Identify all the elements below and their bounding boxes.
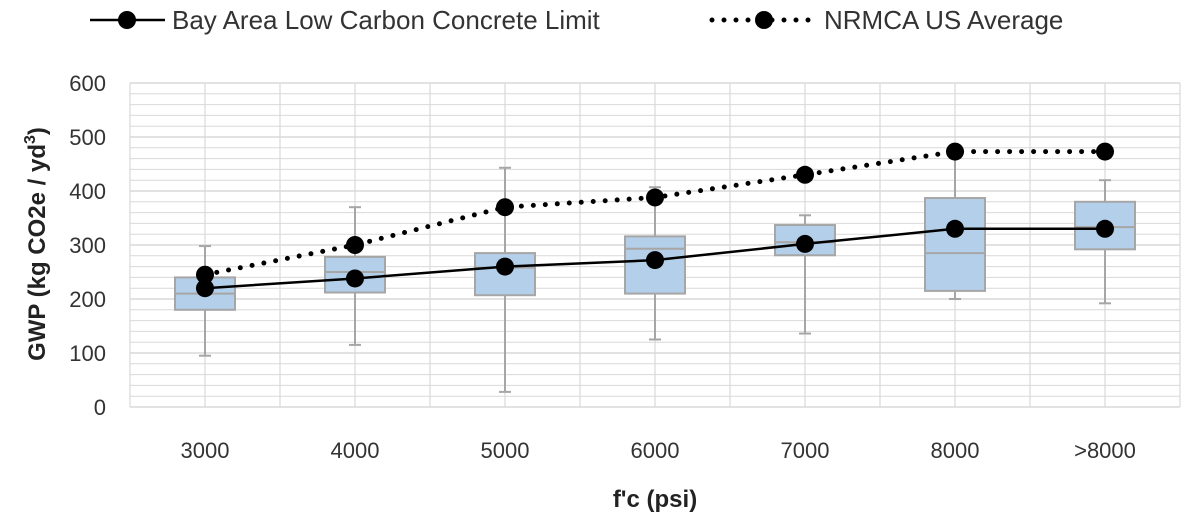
series-1-point-8000 xyxy=(946,142,964,161)
legend-label-bay-area: Bay Area Low Carbon Concrete Limit xyxy=(172,5,601,35)
series-0-point->8000 xyxy=(1096,219,1114,238)
series-0-point-6000 xyxy=(646,251,664,270)
x-tick-label: 6000 xyxy=(631,438,680,463)
x-axis-ticks: 3000 4000 5000 6000 7000 8000 >8000 xyxy=(181,438,1136,463)
box-7000 xyxy=(774,214,836,335)
series-1-point->8000 xyxy=(1096,142,1114,161)
x-axis-title: f'c (psi) xyxy=(613,486,697,513)
series-0-point-7000 xyxy=(796,234,814,253)
x-tick-label: 5000 xyxy=(481,438,530,463)
x-tick-label: 4000 xyxy=(331,438,380,463)
y-tick-label: 200 xyxy=(69,287,106,312)
box-iqr xyxy=(924,197,986,292)
series-0-point-4000 xyxy=(346,269,364,288)
x-tick-label: 8000 xyxy=(931,438,980,463)
x-tick-label: >8000 xyxy=(1074,438,1136,463)
y-tick-label: 600 xyxy=(69,71,106,96)
y-tick-label: 400 xyxy=(69,179,106,204)
y-tick-label: 0 xyxy=(94,395,106,420)
series-1-point-6000 xyxy=(646,188,664,207)
series-0-point-8000 xyxy=(946,219,964,238)
series-lines xyxy=(196,142,1114,298)
y-axis-ticks: 0 100 200 300 400 500 600 xyxy=(69,71,106,420)
legend-solid-marker xyxy=(118,11,136,29)
series-1-point-5000 xyxy=(496,198,514,217)
x-tick-label: 7000 xyxy=(781,438,830,463)
box-3000 xyxy=(174,245,236,357)
y-tick-label: 100 xyxy=(69,341,106,366)
legend-dotted-marker xyxy=(755,11,773,29)
legend-label-nrmca: NRMCA US Average xyxy=(824,5,1063,35)
box->8000 xyxy=(1074,179,1136,305)
series-1-point-3000 xyxy=(196,265,214,284)
series-0-point-3000 xyxy=(196,279,214,298)
x-tick-label: 3000 xyxy=(181,438,230,463)
y-axis-title: GWP (kg CO2e / yd3) xyxy=(22,127,51,361)
series-1-point-4000 xyxy=(346,236,364,254)
series-1-point-7000 xyxy=(796,165,814,184)
series-0-point-5000 xyxy=(496,257,514,276)
legend: Bay Area Low Carbon Concrete Limit NRMCA… xyxy=(90,5,1063,35)
y-tick-label: 300 xyxy=(69,233,106,258)
y-tick-label: 500 xyxy=(69,125,106,150)
